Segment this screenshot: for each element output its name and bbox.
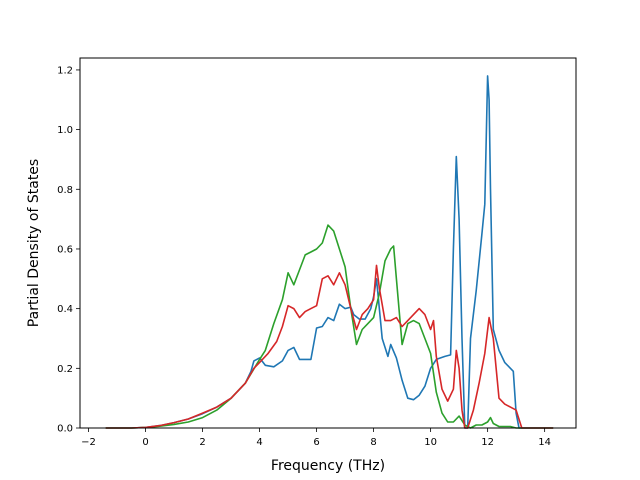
- x-tick-label: 8: [370, 437, 376, 448]
- x-axis-label: Frequency (THz): [271, 458, 385, 474]
- y-axis-ticks: 0.0 0.2 0.4 0.6 0.8 1.0 1.2: [57, 65, 80, 435]
- x-tick-label: 0: [142, 437, 148, 448]
- x-tick-label: 2: [199, 437, 205, 448]
- y-tick-label: 0.0: [57, 424, 73, 435]
- x-tick-label: 10: [424, 437, 437, 448]
- y-tick-label: 0.2: [57, 364, 73, 375]
- y-tick-label: 0.6: [57, 244, 73, 255]
- series-line-1: [105, 75, 554, 429]
- x-tick-label: 14: [538, 437, 551, 448]
- plot-frame: [79, 57, 577, 429]
- y-tick-label: 1.0: [57, 125, 73, 136]
- x-tick-label: 12: [481, 437, 494, 448]
- x-axis-ticks: −2 0 2 4 6 8 10 12 14: [81, 428, 551, 448]
- y-tick-label: 0.8: [57, 185, 73, 196]
- y-axis-label: Partial Density of States: [26, 159, 42, 327]
- y-tick-label: 1.2: [57, 65, 73, 76]
- y-tick-label: 0.4: [57, 304, 73, 315]
- series-line-3: [105, 264, 554, 429]
- x-tick-label: 4: [256, 437, 262, 448]
- x-tick-label: −2: [81, 437, 96, 448]
- x-tick-label: 6: [313, 437, 319, 448]
- series-lines: [105, 75, 554, 429]
